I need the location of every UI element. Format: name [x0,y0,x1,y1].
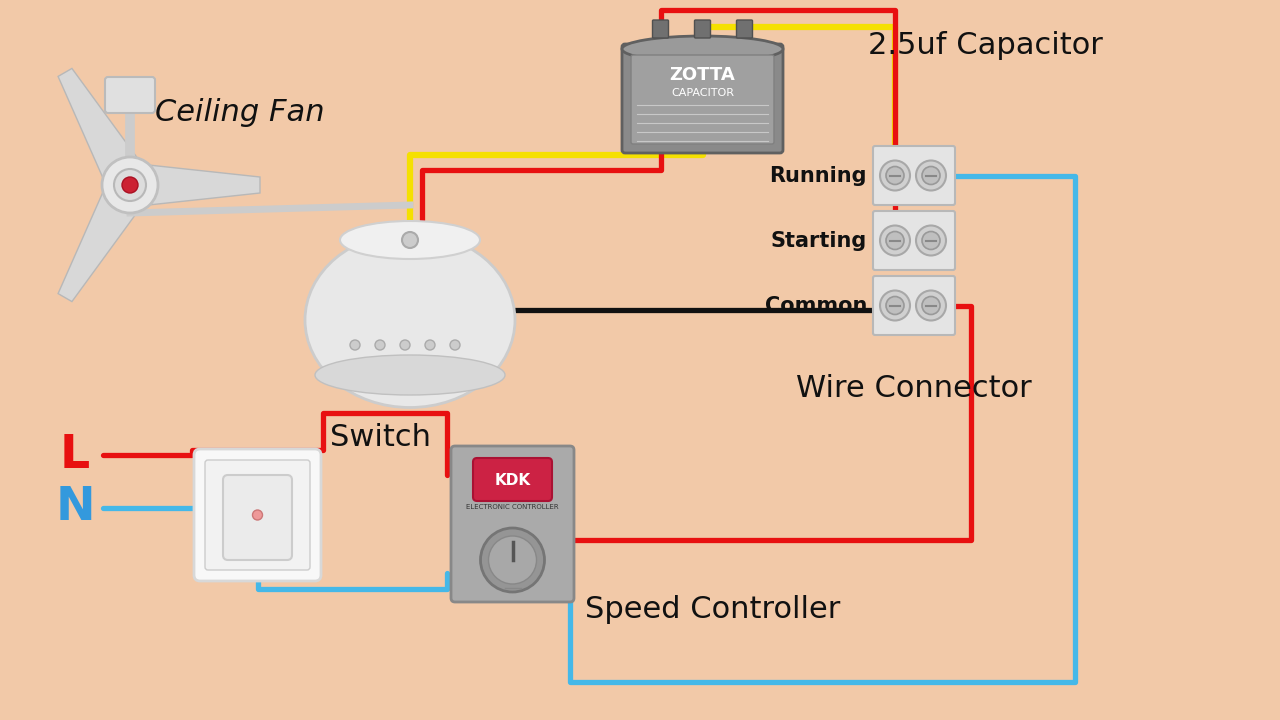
Polygon shape [58,174,148,302]
FancyBboxPatch shape [451,446,573,602]
Text: Switch: Switch [330,423,431,451]
Text: Wire Connector: Wire Connector [796,374,1032,402]
Circle shape [399,340,410,350]
Circle shape [375,340,385,350]
Circle shape [349,340,360,350]
Ellipse shape [622,36,783,62]
Circle shape [881,161,910,191]
Circle shape [402,232,419,248]
Circle shape [480,528,544,592]
Circle shape [122,177,138,193]
Circle shape [916,161,946,191]
Text: CAPACITOR: CAPACITOR [671,88,733,98]
Text: 2.5uf Capacitor: 2.5uf Capacitor [868,30,1102,60]
Circle shape [252,510,262,520]
Circle shape [451,340,460,350]
FancyBboxPatch shape [195,449,321,581]
Circle shape [881,225,910,256]
FancyBboxPatch shape [736,20,753,38]
Circle shape [922,166,940,184]
Circle shape [922,297,940,315]
FancyBboxPatch shape [474,458,552,501]
FancyBboxPatch shape [873,146,955,205]
Circle shape [114,169,146,201]
FancyBboxPatch shape [622,44,783,153]
Circle shape [102,157,157,213]
Circle shape [886,232,904,250]
FancyBboxPatch shape [653,20,668,38]
Circle shape [886,166,904,184]
Circle shape [425,340,435,350]
Circle shape [886,297,904,315]
Ellipse shape [305,233,515,408]
Text: KDK: KDK [494,472,531,487]
Circle shape [916,225,946,256]
Polygon shape [131,163,260,207]
FancyBboxPatch shape [873,276,955,335]
Text: ELECTRONIC CONTROLLER: ELECTRONIC CONTROLLER [466,504,559,510]
Text: Starting: Starting [771,230,867,251]
Polygon shape [58,68,148,196]
FancyBboxPatch shape [205,460,310,570]
Text: Common: Common [764,295,867,315]
Text: L: L [60,433,90,477]
FancyBboxPatch shape [223,475,292,560]
Ellipse shape [315,355,506,395]
FancyBboxPatch shape [873,211,955,270]
Circle shape [922,232,940,250]
Text: Running: Running [769,166,867,186]
FancyBboxPatch shape [105,77,155,113]
Text: N: N [55,485,95,531]
FancyBboxPatch shape [631,55,774,144]
Circle shape [489,536,536,584]
FancyBboxPatch shape [695,20,710,38]
Text: Ceiling Fan: Ceiling Fan [155,97,325,127]
Circle shape [881,290,910,320]
Circle shape [916,290,946,320]
Ellipse shape [340,221,480,259]
Text: Speed Controller: Speed Controller [585,595,841,624]
Text: ZOTTA: ZOTTA [669,66,736,84]
